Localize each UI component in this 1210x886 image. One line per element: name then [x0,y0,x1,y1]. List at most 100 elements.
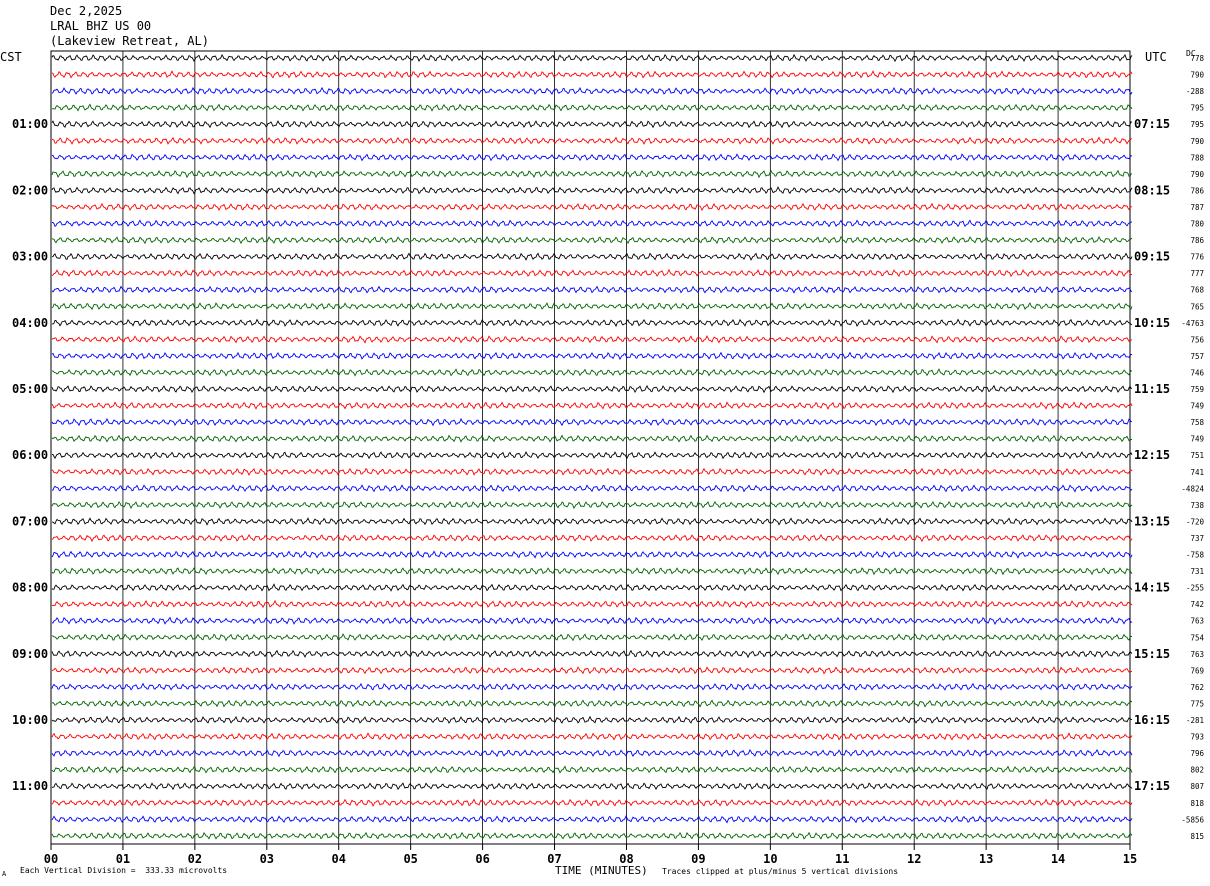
dc-offset-label: 741 [1190,468,1204,477]
dc-offset-label: 786 [1190,186,1204,195]
trace-row [51,450,1133,460]
scale-note: Each Vertical Division = 333.33 microvol… [20,866,228,875]
dc-offset-label: 763 [1190,617,1204,626]
x-tick-label: 02 [188,852,202,866]
right-timezone-label: UTC [1145,50,1167,64]
dc-offset-label: 738 [1190,501,1204,510]
trace-row [51,417,1133,427]
dc-offset-label: 790 [1190,137,1204,146]
trace-row [51,616,1133,625]
header: Dec 2,2025 LRAL BHZ US 00 (Lakeview Retr… [50,4,209,49]
dc-offset-label: 768 [1190,286,1204,295]
dc-offset-label: 756 [1190,335,1204,344]
trace-row [51,401,1133,410]
x-tick-label: 10 [763,852,777,866]
trace-row [51,252,1133,261]
clip-note: Traces clipped at plus/minus 5 vertical … [662,867,899,876]
trace-row [51,666,1133,675]
left-hour-label: 07:00 [12,514,48,528]
dc-offset-label: 795 [1190,120,1204,129]
trace-row [51,715,1133,725]
trace-row [51,798,1133,807]
dc-offset-label: -281 [1186,716,1204,725]
trace-row [51,86,1133,96]
right-hour-label: 16:15 [1134,713,1170,727]
trace-row [51,103,1133,112]
x-tick-label: 11 [835,852,849,866]
trace-row [51,682,1133,692]
dc-offset-label: 757 [1190,352,1204,361]
trace-row [51,268,1133,278]
trace-row [51,500,1133,510]
trace-row [51,533,1133,543]
trace-row [51,384,1133,394]
dc-offset-label: 815 [1190,832,1204,841]
left-hour-label: 01:00 [12,117,48,131]
dc-offset-label: 802 [1190,766,1204,775]
trace-row [51,831,1133,840]
dc-offset-label: 786 [1190,236,1204,245]
trace-row [51,814,1133,824]
dc-offset-label: 775 [1190,700,1204,709]
trace-row [51,567,1133,576]
x-tick-label: 08 [619,852,633,866]
trace-row [51,599,1133,609]
dc-offset-label: -288 [1186,87,1205,96]
trace-row [51,235,1133,245]
x-tick-label: 14 [1051,852,1065,866]
right-hour-label: 10:15 [1134,316,1170,330]
right-hour-label: 17:15 [1134,779,1170,793]
left-hour-label: 09:00 [12,647,48,661]
dc-column-label: DC [1186,49,1196,58]
left-hour-label: 06:00 [12,448,48,462]
dc-offset-label: 765 [1190,302,1204,311]
left-timezone-label: CST [0,50,22,64]
location-label: (Lakeview Retreat, AL) [50,34,209,48]
dc-offset-label: 807 [1190,782,1204,791]
trace-row [51,550,1133,559]
trace-row [51,302,1133,311]
trace-row [51,782,1133,791]
dc-offset-label: 758 [1190,418,1204,427]
x-tick-label: 00 [44,852,58,866]
right-hour-label: 09:15 [1134,250,1170,264]
trace-row [51,467,1133,477]
dc-offset-label: 788 [1190,153,1204,162]
dc-offset-label: 796 [1190,749,1204,758]
dc-offset-label: 780 [1190,220,1204,229]
trace-row [51,434,1133,443]
dc-offset-label: 731 [1190,567,1204,576]
trace-row [51,583,1133,592]
x-tick-label: 07 [547,852,561,866]
trace-row [51,53,1133,63]
trace-row [51,169,1133,179]
left-hour-label: 05:00 [12,382,48,396]
left-hour-label: 11:00 [12,779,48,793]
left-hour-label: 04:00 [12,316,48,330]
dc-offset-label: 793 [1190,733,1204,742]
x-tick-label: 09 [691,852,705,866]
trace-row [51,318,1133,328]
dc-offset-label: 790 [1190,71,1204,80]
x-tick-label: 01 [116,852,130,866]
trace-row [51,748,1133,758]
trace-row [51,334,1133,344]
right-hour-label: 11:15 [1134,382,1170,396]
dc-offset-label: 754 [1190,633,1204,642]
dc-offset-label: 751 [1190,451,1204,460]
dc-offset-label: 759 [1190,385,1204,394]
left-hour-label: 02:00 [12,183,48,197]
dc-offset-label: 790 [1190,170,1204,179]
trace-row [51,70,1133,79]
dc-offset-label: -720 [1186,517,1205,526]
trace-row [51,351,1133,361]
trace-row [51,484,1133,493]
dc-offset-label: 777 [1190,269,1204,278]
x-tick-label: 05 [403,852,417,866]
dc-offset-label: 749 [1190,435,1204,444]
dc-offset-label: 742 [1190,600,1204,609]
dc-offset-label: 763 [1190,650,1204,659]
x-axis-label: TIME (MINUTES) [555,864,648,877]
trace-row [51,186,1133,195]
